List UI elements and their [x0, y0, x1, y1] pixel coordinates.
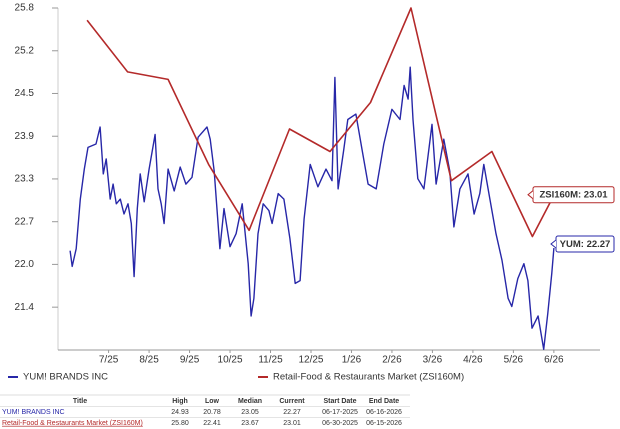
x-tick-label: 11/25	[258, 355, 283, 366]
table-cell: 25.80	[171, 420, 189, 427]
table-cell: 20.78	[203, 409, 221, 416]
y-tick-label: 21.4	[15, 302, 35, 313]
x-tick-label: 2/26	[382, 355, 402, 366]
table-header: Title	[73, 398, 87, 405]
x-tick-label: 6/26	[544, 355, 564, 366]
table-cell: 23.67	[241, 420, 259, 427]
y-tick-label: 25.2	[15, 45, 35, 56]
y-tick-label: 25.8	[15, 3, 35, 14]
table-cell: 06-17-2025	[322, 409, 358, 416]
table-header: Low	[205, 398, 220, 405]
table-header: End Date	[369, 398, 399, 405]
y-tick-label: 23.3	[15, 174, 35, 185]
end-label-pointer	[550, 239, 557, 249]
table-cell: Retail-Food & Restaurants Market (ZSI160…	[2, 420, 143, 427]
x-tick-label: 12/25	[298, 355, 323, 366]
table-cell: 06-16-2026	[366, 409, 402, 416]
end-label: YUM: 22.27	[560, 239, 611, 250]
table-header: High	[172, 398, 188, 405]
table-cell: 06-15-2026	[366, 420, 402, 427]
table-cell: 22.41	[203, 420, 221, 427]
series-line	[69, 66, 555, 350]
table-header: Median	[238, 398, 262, 405]
table-cell: 23.01	[283, 420, 301, 427]
x-tick-label: 8/25	[139, 355, 159, 366]
series-line	[86, 7, 554, 238]
legend-label: YUM! BRANDS INC	[23, 372, 108, 383]
x-tick-label: 10/25	[218, 355, 243, 366]
y-tick-label: 22.7	[15, 216, 35, 227]
table-cell: 22.27	[283, 409, 301, 416]
table-cell: 23.05	[241, 409, 259, 416]
legend-label: Retail-Food & Restaurants Market (ZSI160…	[273, 372, 464, 383]
table-header: Start Date	[323, 398, 356, 405]
y-tick-label: 24.5	[15, 88, 35, 99]
x-tick-label: 1/26	[342, 355, 362, 366]
y-tick-label: 23.9	[15, 131, 35, 142]
table-cell: 06-30-2025	[322, 420, 358, 427]
x-tick-label: 5/26	[504, 355, 524, 366]
table-cell: 24.93	[171, 409, 189, 416]
y-tick-label: 22.0	[15, 259, 35, 270]
table-cell: YUM! BRANDS INC	[2, 409, 65, 416]
x-tick-label: 9/25	[180, 355, 200, 366]
x-tick-label: 3/26	[423, 355, 443, 366]
table-header: Current	[279, 398, 305, 405]
x-tick-label: 7/25	[99, 355, 119, 366]
x-tick-label: 4/26	[463, 355, 483, 366]
end-label-pointer	[527, 190, 534, 200]
end-label: ZSI160M: 23.01	[539, 190, 608, 201]
